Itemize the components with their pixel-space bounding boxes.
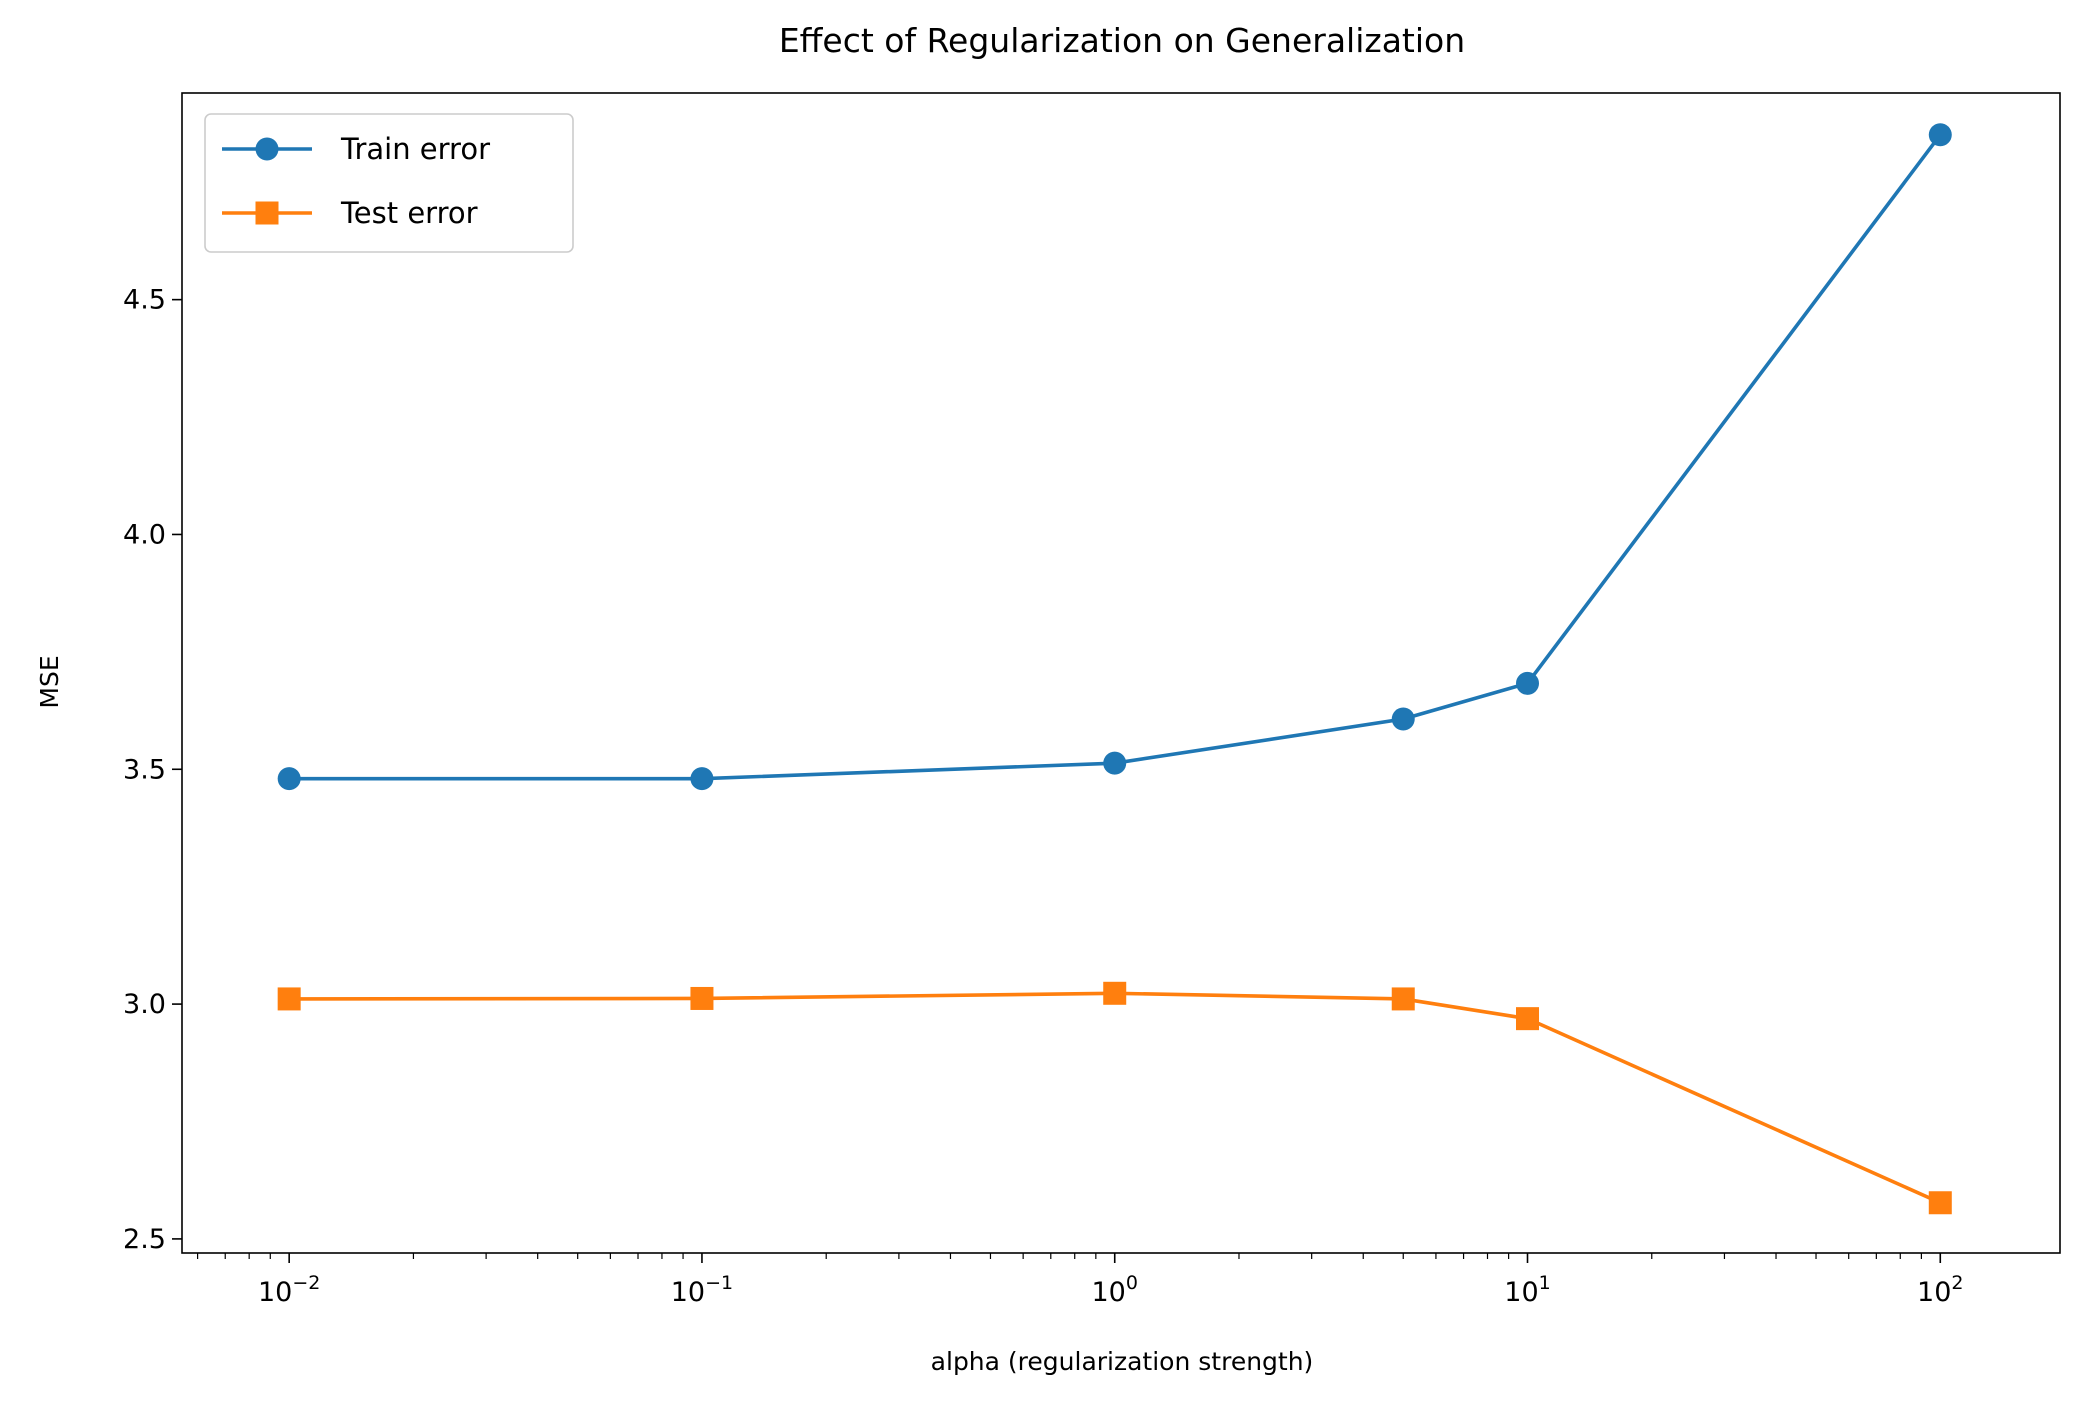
data-point — [1103, 981, 1127, 1005]
series-line — [289, 133, 1942, 781]
legend-marker — [255, 137, 279, 161]
series-test-error — [277, 981, 1952, 1215]
y-tick-label: 4.0 — [123, 519, 166, 550]
axes-frame — [181, 92, 2061, 1254]
x-tick-label: 101 — [1504, 1272, 1550, 1308]
data-point — [1928, 123, 1952, 147]
x-tick-label: 100 — [1091, 1272, 1137, 1308]
data-point — [1103, 751, 1127, 775]
data-point — [1928, 1191, 1952, 1215]
x-minor-ticks — [196, 1253, 1922, 1259]
y-tick-label: 3.5 — [123, 754, 166, 785]
legend-marker — [255, 201, 279, 225]
data-point — [277, 767, 301, 791]
data-point — [1516, 1007, 1540, 1031]
legend-item: Test error — [222, 196, 478, 230]
data-point — [1391, 707, 1415, 731]
legend-item: Train error — [222, 132, 490, 166]
legend: Train error Test error — [204, 113, 574, 253]
data-point — [1516, 671, 1540, 695]
series-line — [289, 991, 1942, 1205]
data-point — [1391, 987, 1415, 1011]
data-point — [690, 986, 714, 1010]
y-tick-label: 2.5 — [123, 1224, 166, 1255]
x-tick-label: 10−2 — [258, 1272, 320, 1308]
x-axis-label: alpha (regularization strength) — [931, 1347, 1314, 1376]
legend-label: Test error — [340, 196, 478, 230]
legend-label: Train error — [340, 132, 490, 166]
x-tick-label: 10−1 — [671, 1272, 733, 1308]
y-axis-label: MSE — [35, 655, 64, 708]
data-point — [690, 767, 714, 791]
y-tick-label: 3.0 — [123, 989, 166, 1020]
x-tick-label: 102 — [1917, 1272, 1963, 1308]
chart-title: Effect of Regularization on Generalizati… — [779, 21, 1465, 60]
y-tick-label: 4.5 — [123, 285, 166, 316]
plot-area: 10−2 10−1 100 101 102 2.5 3.0 3.5 4.0 4.5 — [123, 92, 2061, 1308]
series-train-error — [277, 123, 1952, 791]
data-point — [277, 987, 301, 1011]
